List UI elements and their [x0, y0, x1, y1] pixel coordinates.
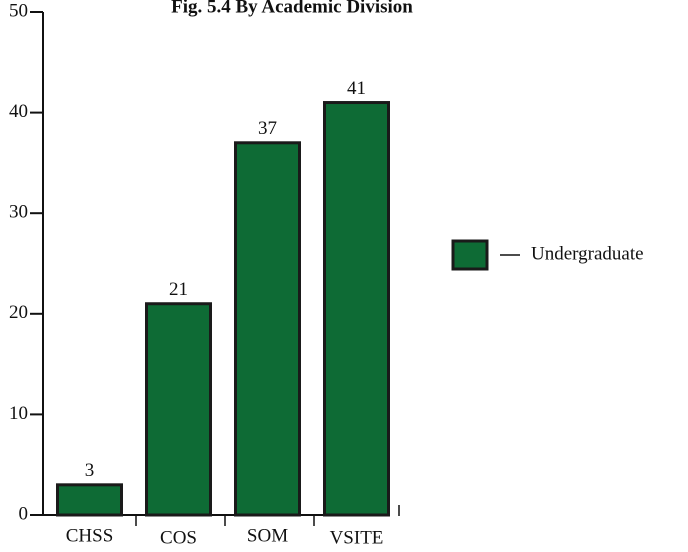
y-tick-label: 0 [19, 503, 29, 524]
bar [145, 302, 212, 517]
value-label: 21 [169, 279, 188, 300]
bar [234, 141, 301, 517]
legend-swatch [451, 239, 489, 271]
y-tick-label: 30 [9, 202, 28, 223]
chart-title: Fig. 5.4 By Academic Division [171, 0, 413, 17]
y-tick-label: 50 [9, 0, 28, 21]
y-tick-label: 10 [9, 403, 28, 424]
bar [56, 483, 123, 517]
x-tick-label: SOM [247, 525, 288, 546]
y-tick-label: 20 [9, 302, 28, 323]
bar [323, 101, 390, 517]
x-tick-label: VSITE [330, 527, 384, 548]
value-label: 3 [85, 460, 95, 481]
y-tick-label: 40 [9, 101, 28, 122]
x-tick-label: CHSS [66, 525, 114, 546]
x-tick-label: COS [160, 527, 197, 548]
legend-label: Undergraduate [531, 243, 644, 264]
value-label: 41 [347, 78, 366, 99]
value-label: 37 [258, 118, 277, 139]
